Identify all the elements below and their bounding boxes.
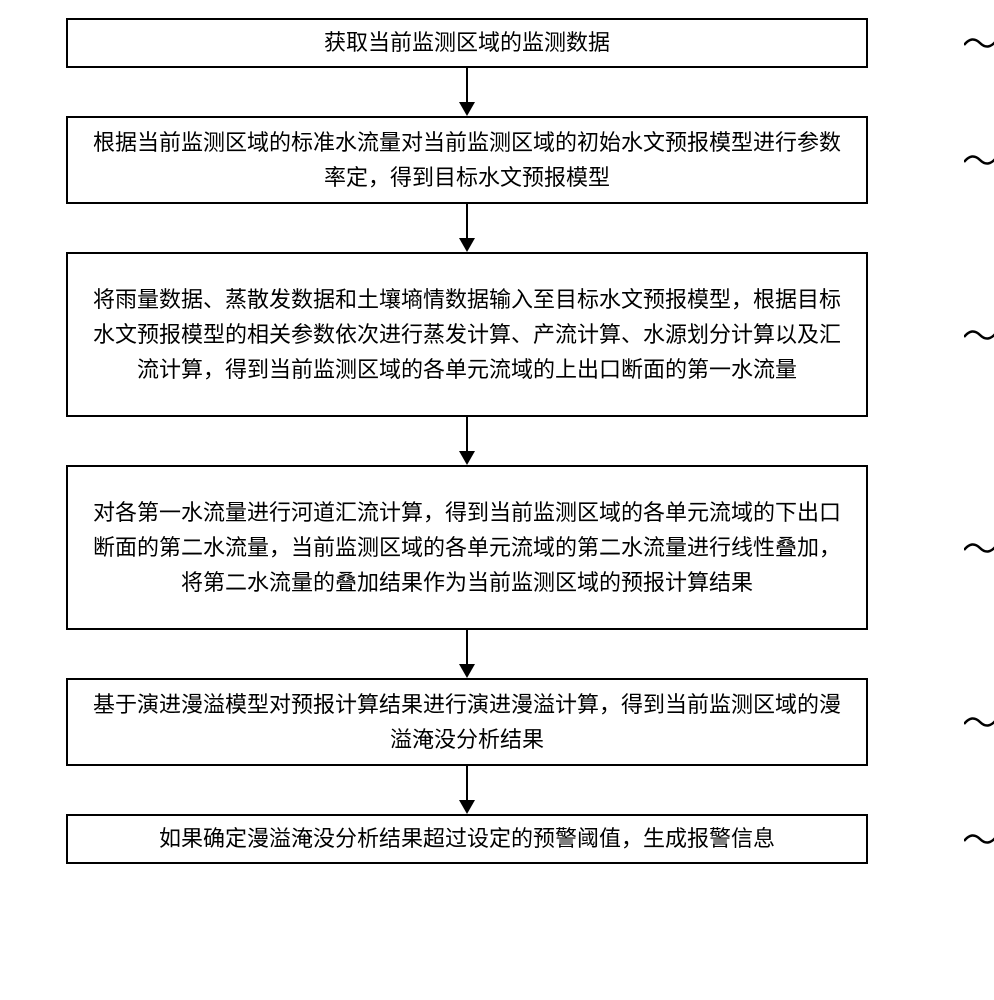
tilde-connector: [964, 710, 994, 734]
arrow: [66, 766, 868, 814]
step-label: S210: [964, 29, 994, 57]
arrow: [66, 417, 868, 465]
tilde-connector: [964, 31, 994, 55]
step-box: 对各第一水流量进行河道汇流计算，得到当前监测区域的各单元流域的下出口断面的第二水…: [66, 465, 868, 630]
arrow-head: [459, 800, 475, 814]
step-s230: 将雨量数据、蒸散发数据和土壤墒情数据输入至目标水文预报模型，根据目标水文预报模型…: [66, 252, 966, 417]
arrow-head: [459, 451, 475, 465]
step-label: S220: [964, 146, 994, 174]
step-s220: 根据当前监测区域的标准水流量对当前监测区域的初始水文预报模型进行参数率定，得到目…: [66, 116, 966, 204]
step-s260: 如果确定漫溢淹没分析结果超过设定的预警阈值，生成报警信息 S260: [66, 814, 966, 864]
step-box: 将雨量数据、蒸散发数据和土壤墒情数据输入至目标水文预报模型，根据目标水文预报模型…: [66, 252, 868, 417]
step-s210: 获取当前监测区域的监测数据 S210: [66, 18, 966, 68]
step-text: 根据当前监测区域的标准水流量对当前监测区域的初始水文预报模型进行参数率定，得到目…: [88, 125, 846, 195]
arrow: [66, 630, 868, 678]
step-text: 对各第一水流量进行河道汇流计算，得到当前监测区域的各单元流域的下出口断面的第二水…: [88, 495, 846, 601]
step-label: S230: [964, 321, 994, 349]
arrow: [66, 204, 868, 252]
tilde-connector: [964, 323, 994, 347]
step-label: S250: [964, 708, 994, 736]
step-box: 获取当前监测区域的监测数据: [66, 18, 868, 68]
step-s240: 对各第一水流量进行河道汇流计算，得到当前监测区域的各单元流域的下出口断面的第二水…: [66, 465, 966, 630]
arrow-line: [466, 417, 468, 453]
step-box: 根据当前监测区域的标准水流量对当前监测区域的初始水文预报模型进行参数率定，得到目…: [66, 116, 868, 204]
arrow-head: [459, 664, 475, 678]
tilde-connector: [964, 148, 994, 172]
step-label: S240: [964, 534, 994, 562]
tilde-connector: [964, 536, 994, 560]
step-text: 基于演进漫溢模型对预报计算结果进行演进漫溢计算，得到当前监测区域的漫溢淹没分析结…: [88, 687, 846, 757]
step-text: 将雨量数据、蒸散发数据和土壤墒情数据输入至目标水文预报模型，根据目标水文预报模型…: [88, 282, 846, 388]
step-box: 如果确定漫溢淹没分析结果超过设定的预警阈值，生成报警信息: [66, 814, 868, 864]
step-s250: 基于演进漫溢模型对预报计算结果进行演进漫溢计算，得到当前监测区域的漫溢淹没分析结…: [66, 678, 966, 766]
arrow-line: [466, 204, 468, 240]
arrow-line: [466, 68, 468, 104]
arrow-head: [459, 238, 475, 252]
step-label: S260: [964, 825, 994, 853]
flowchart: 获取当前监测区域的监测数据 S210 根据当前监测区域的标准水流量对当前监测区域…: [66, 18, 966, 864]
arrow-line: [466, 630, 468, 666]
step-text: 获取当前监测区域的监测数据: [324, 25, 610, 60]
tilde-connector: [964, 827, 994, 851]
arrow: [66, 68, 868, 116]
arrow-line: [466, 766, 468, 802]
step-text: 如果确定漫溢淹没分析结果超过设定的预警阈值，生成报警信息: [159, 821, 775, 856]
step-box: 基于演进漫溢模型对预报计算结果进行演进漫溢计算，得到当前监测区域的漫溢淹没分析结…: [66, 678, 868, 766]
arrow-head: [459, 102, 475, 116]
